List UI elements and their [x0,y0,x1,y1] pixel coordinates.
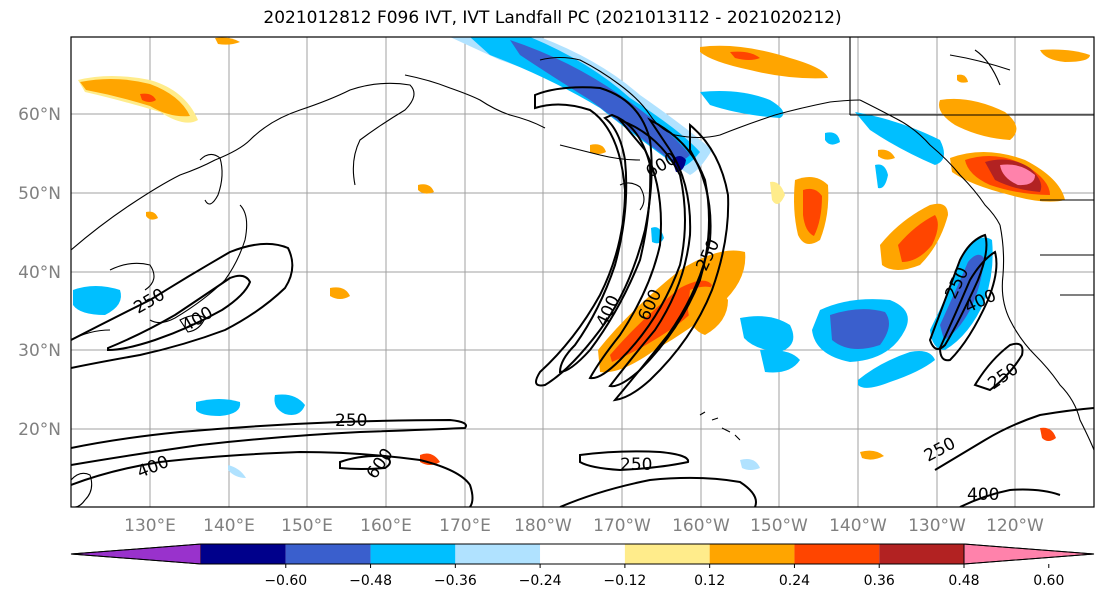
colorbar-tick-label: 0.60 [1033,573,1064,589]
colorbar-tick-label: −0.12 [603,573,646,589]
lon-label: 150°W [750,516,808,536]
colorbar-ticks: −0.60 −0.48 −0.36 −0.24 −0.12 0.12 0.24 0.36 0.4… [264,564,1064,589]
lat-label: 40°N [18,263,61,283]
colorbar-tick-label: −0.36 [434,573,477,589]
contour-label: 250 [620,455,652,475]
colorbar-level-box [709,544,795,564]
lon-label: 160°W [672,516,730,536]
latitude-labels: 60°N 50°N 40°N 30°N 20°N [18,105,61,440]
lon-label: 160°E [360,516,412,536]
colorbar-tick-label: 0.48 [948,573,979,589]
colorbar-under-arrow [70,543,202,565]
lat-label: 50°N [18,184,61,204]
colorbar-level-box [879,544,964,564]
lon-label: 180°W [514,516,572,536]
graticule [71,37,1094,507]
colorbar: −0.60 −0.48 −0.36 −0.24 −0.12 0.12 0.24 0.36 0.4… [70,543,1095,589]
lon-label: 170°W [593,516,651,536]
longitude-labels: 130°E 140°E 150°E 160°E 170°E 180°W 170°… [124,516,1044,536]
colorbar-boxes [70,543,1095,565]
lon-label: 140°W [829,516,887,536]
colorbar-outline [70,543,1095,565]
lon-label: 120°W [986,516,1044,536]
colorbar-tick-label: 0.12 [694,573,725,589]
colorbar-level-box [540,544,625,564]
contour-label: 250 [335,411,367,431]
colorbar-tick-label: 0.36 [864,573,895,589]
ivt-contours [71,86,1094,507]
lon-label: 130°W [908,516,966,536]
colorbar-tick-label: −0.48 [349,573,392,589]
lat-label: 30°N [18,341,61,361]
colorbar-over-arrow [963,543,1095,565]
coastlines [71,37,1094,507]
colorbar-level-box [794,544,880,564]
positive-ivt-shading [78,37,1090,465]
contour-label: 400 [967,485,999,505]
colorbar-tick-label: −0.60 [264,573,307,589]
negative-ivt-shading [73,37,993,478]
colorbar-tick-label: 0.24 [779,573,810,589]
colorbar-level-box [201,544,286,564]
colorbar-tick-label: −0.24 [519,573,562,589]
lat-label: 60°N [18,105,61,125]
lon-label: 130°E [124,516,176,536]
lon-label: 140°E [203,516,255,536]
map-frame [70,36,1095,508]
lat-label: 20°N [18,420,61,440]
colorbar-level-box [285,544,371,564]
lon-label: 170°E [439,516,491,536]
map-title: 2021012812 F096 IVT, IVT Landfall PC (20… [263,8,842,28]
colorbar-level-box [624,544,710,564]
lon-label: 150°E [281,516,333,536]
colorbar-level-box [370,544,456,564]
colorbar-level-box [455,544,541,564]
